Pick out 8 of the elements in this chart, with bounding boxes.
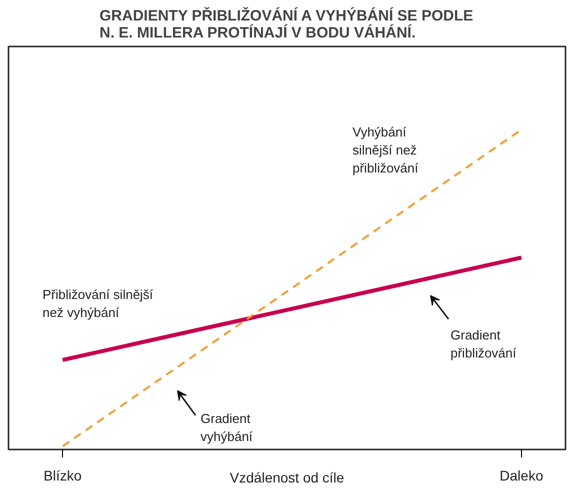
x-axis-title: Vzdálenost od cíle	[230, 470, 344, 486]
annotation: Vyhýbání silnější než přibližování	[352, 124, 419, 176]
x-tick-label: Blízko	[44, 468, 82, 484]
annotation: Gradient přibližování	[450, 328, 517, 361]
x-tick-label: Daleko	[500, 468, 544, 484]
annotation: Gradient vyhýbání	[200, 411, 253, 444]
chart-title: GRADIENTY PŘIBLIŽOVÁNÍ A VYHÝBÁNÍ SE PODLE N. E. MILLERA PROTÍNAJÍ V BODU VÁHÁNÍ.	[99, 6, 474, 42]
annotation: Přibližování silnější než vyhýbání	[42, 287, 154, 320]
